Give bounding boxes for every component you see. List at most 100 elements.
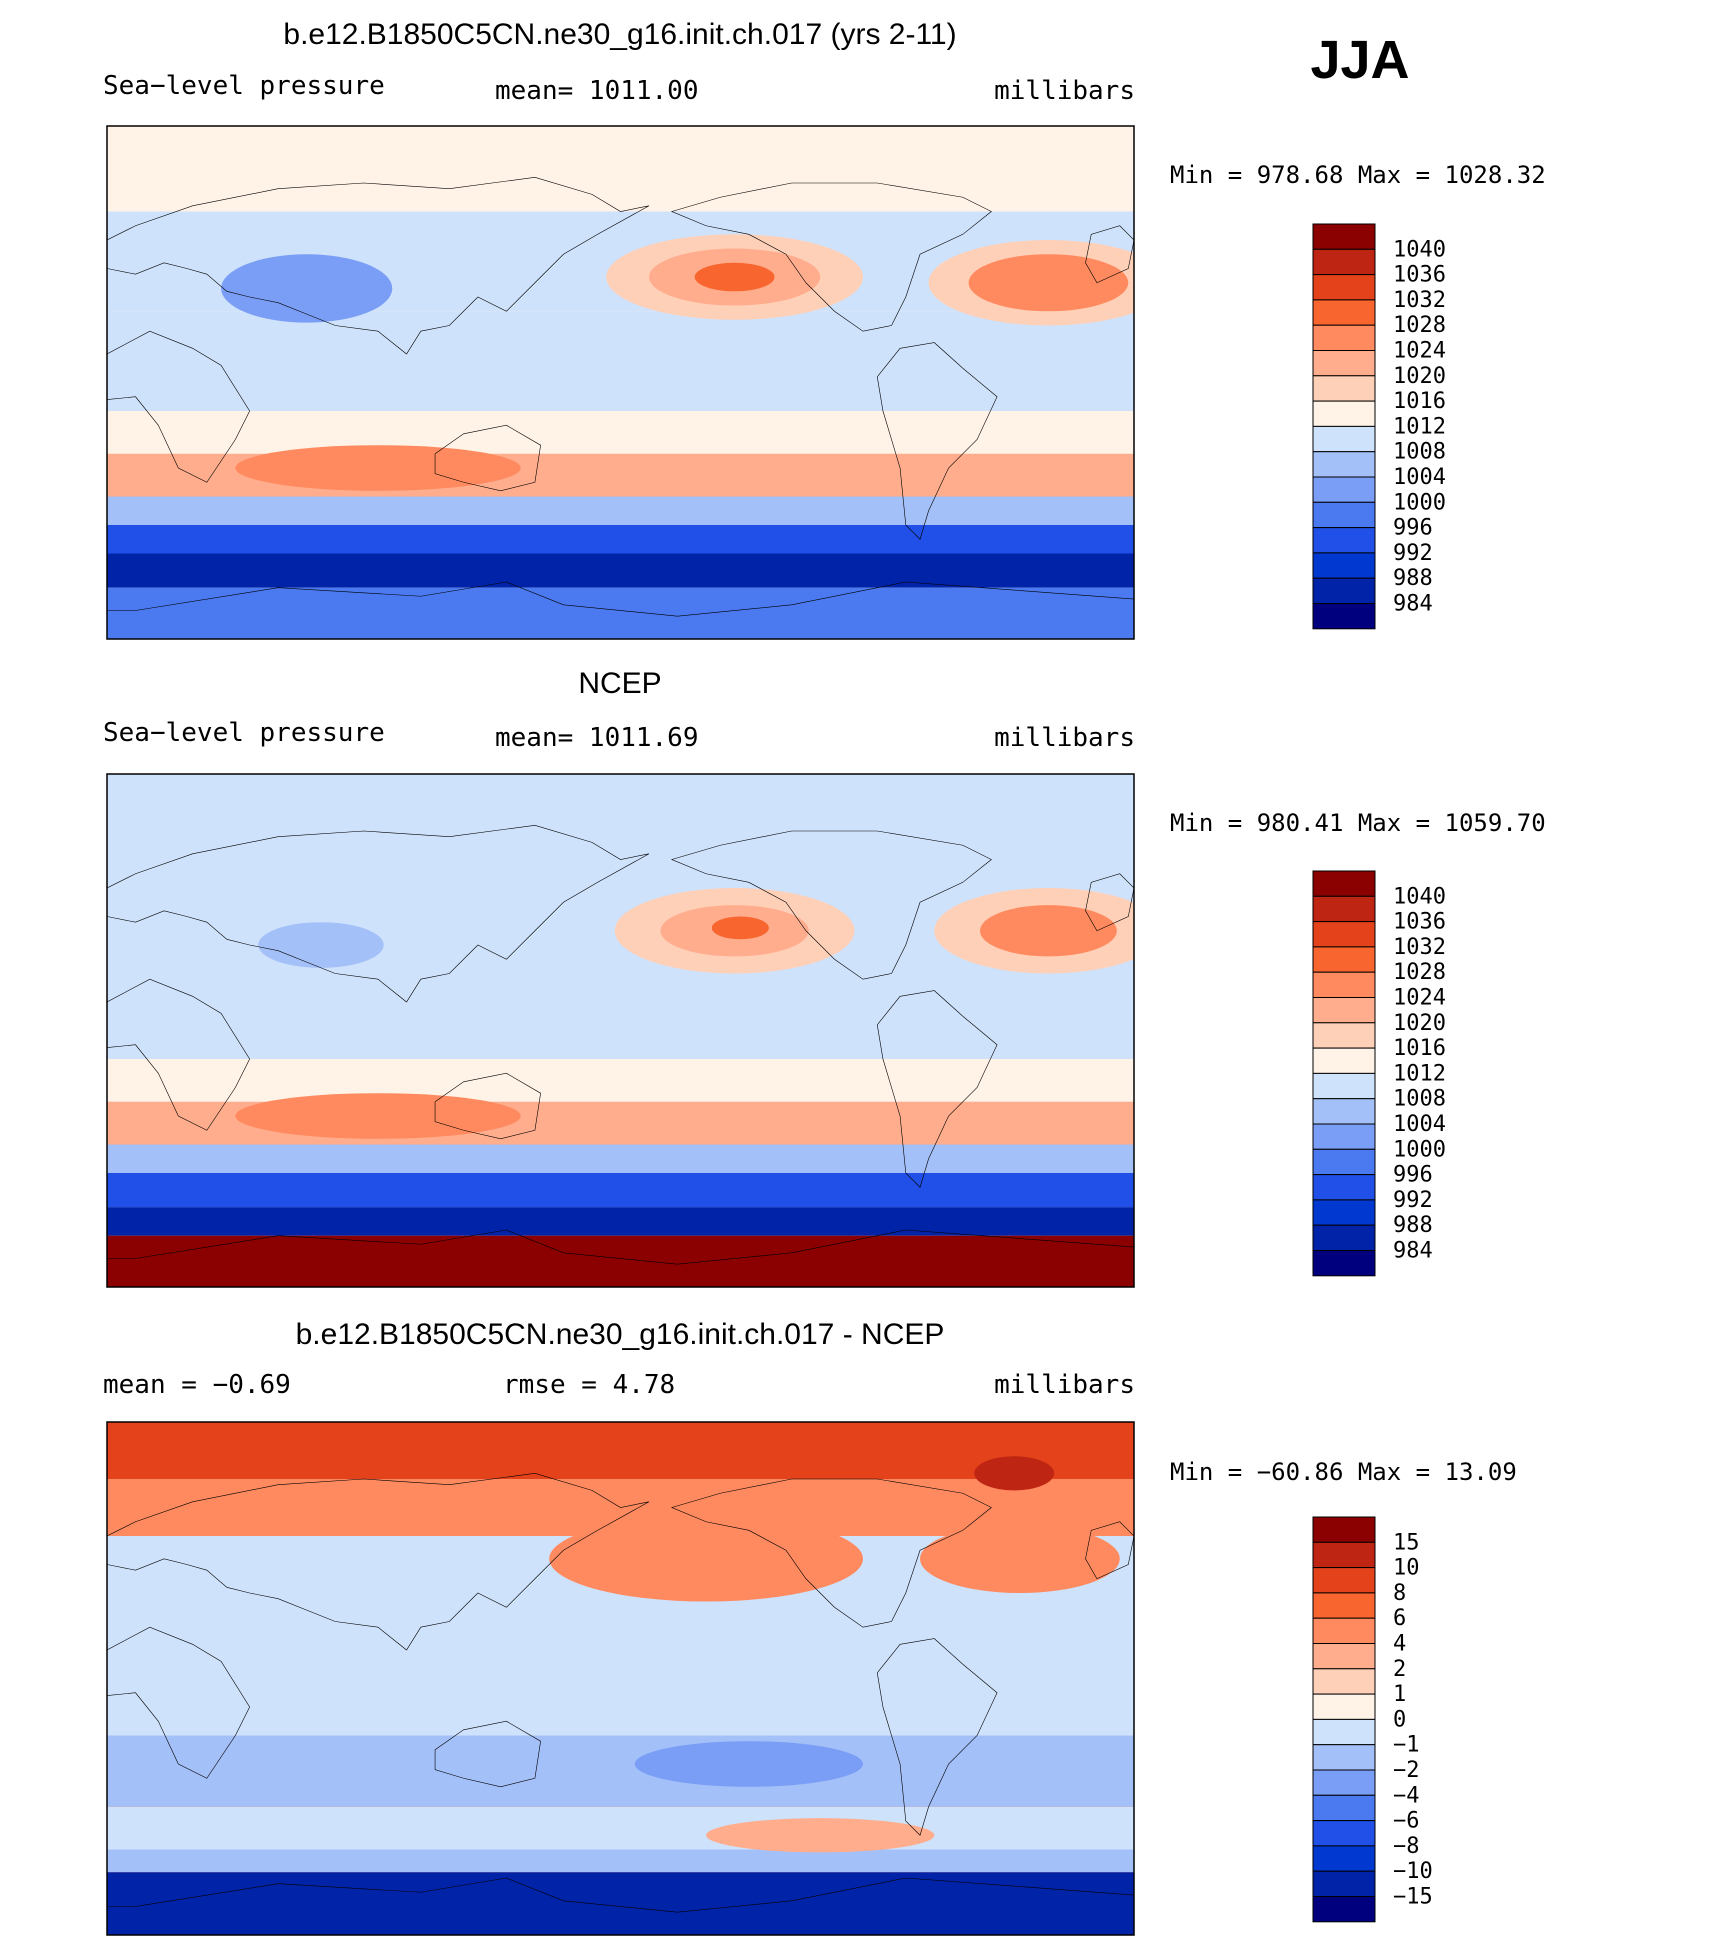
- map-model-frame: [106, 125, 1135, 640]
- colorbar-tick-label: 1004: [1393, 1112, 1446, 1137]
- map-ncep: [107, 774, 1134, 1287]
- colorbar-swatch: [1312, 1174, 1376, 1201]
- coastline: [107, 331, 250, 482]
- panel-diff-mean: mean = −0.69: [103, 1370, 291, 1400]
- panel-diff-units: millibars: [994, 1370, 1135, 1400]
- panel-model: b.e12.B1850C5CN.ne30_g16.init.ch.017 (yr…: [103, 18, 1546, 640]
- season-label: JJA: [1310, 30, 1409, 90]
- pressure-band: [107, 1235, 1134, 1287]
- map-ncep-frame: [106, 773, 1135, 1288]
- coastline: [435, 1073, 541, 1139]
- colorbar-tick-label: 1028: [1393, 313, 1446, 338]
- panel-model-units: millibars: [994, 76, 1135, 106]
- colorbar-swatch: [1312, 577, 1376, 605]
- colorbar-tick-label: 15: [1393, 1530, 1420, 1555]
- colorbar-swatch: [1312, 476, 1376, 503]
- pressure-band: [107, 1144, 1134, 1173]
- colorbar-tick-label: 1008: [1393, 1087, 1446, 1112]
- pressure-band: [107, 774, 1134, 860]
- colorbar-swatch: [1312, 1047, 1376, 1074]
- colorbar-tick-label: 1020: [1393, 364, 1446, 389]
- colorbar-swatch: [1312, 274, 1376, 301]
- pressure-cell: [549, 1516, 863, 1602]
- colorbar-swatch: [1312, 1668, 1376, 1695]
- colorbar-tick-label: 8: [1393, 1581, 1406, 1606]
- panel-diff-rmse: rmse = 4.78: [503, 1370, 675, 1400]
- colorbar-tick-label: 992: [1393, 541, 1433, 566]
- colorbar-tick-label: 2: [1393, 1657, 1406, 1682]
- coastline: [107, 1473, 649, 1650]
- colorbar-tick-label: −1: [1393, 1733, 1420, 1758]
- colorbar-swatch: [1312, 1250, 1376, 1277]
- pressure-band: [107, 411, 1134, 454]
- colorbar-tick-label: 0: [1393, 1707, 1406, 1732]
- pressure-band: [107, 1872, 1134, 1935]
- colorbar-swatch: [1312, 1567, 1376, 1594]
- colorbar-tick-label: −15: [1393, 1885, 1433, 1910]
- colorbar-swatch: [1312, 1224, 1376, 1251]
- pressure-cell: [974, 1456, 1055, 1491]
- panel-diff-minmax: Min = −60.86 Max = 13.09: [1170, 1458, 1517, 1486]
- colorbar-swatch: [1312, 971, 1376, 999]
- pressure-cell: [258, 922, 384, 968]
- pressure-cell: [235, 1093, 521, 1139]
- colorbar-swatch: [1312, 1022, 1376, 1049]
- panel-ncep: NCEP Sea−level pressure mean= 1011.69 mi…: [103, 667, 1546, 1288]
- colorbar-tick-label: 1016: [1393, 1036, 1446, 1061]
- colorbar-swatch: [1312, 1693, 1376, 1720]
- colorbar-swatch: [1312, 921, 1376, 948]
- colorbar-tick-label: 1036: [1393, 263, 1446, 288]
- colorbar-tick-label: 1028: [1393, 960, 1446, 985]
- coastline: [672, 183, 992, 331]
- colorbar-swatch: [1312, 603, 1376, 630]
- pressure-cell: [711, 916, 769, 940]
- colorbar-swatch: [1312, 1870, 1376, 1897]
- colorbar-tick-label: 1012: [1393, 414, 1446, 439]
- coastline: [107, 1627, 250, 1778]
- coastline: [107, 825, 649, 1002]
- panel-ncep-units: millibars: [994, 723, 1135, 753]
- colorbar-swatch: [1312, 248, 1376, 276]
- colorbar-tick-label: 1040: [1393, 884, 1446, 909]
- colorbar-swatch: [1312, 946, 1376, 973]
- pressure-band: [107, 311, 1134, 411]
- colorbar-tick-label: 996: [1393, 516, 1433, 541]
- pressure-cell: [706, 1818, 935, 1853]
- colorbar-tick-label: 1032: [1393, 288, 1446, 313]
- pressure-band: [107, 1422, 1134, 1479]
- coastline: [435, 425, 541, 491]
- panel-ncep-title: NCEP: [578, 667, 661, 700]
- coastline: [672, 1479, 992, 1627]
- pressure-band: [107, 126, 1134, 212]
- pressure-band: [107, 525, 1134, 554]
- coastline: [1086, 1522, 1134, 1579]
- colorbar-tick-label: −6: [1393, 1809, 1420, 1834]
- colorbar-tick-label: 988: [1393, 566, 1433, 591]
- colorbar-swatch: [1312, 1718, 1376, 1746]
- colorbar-swatch: [1312, 400, 1376, 427]
- pressure-band: [107, 1735, 1134, 1807]
- colorbar-swatch: [1312, 1896, 1376, 1923]
- colorbar-tick-label: 1000: [1393, 1137, 1446, 1162]
- coastline: [877, 343, 997, 540]
- pressure-band: [107, 959, 1134, 1059]
- colorbar-swatch: [1312, 1199, 1376, 1226]
- pressure-band: [107, 1849, 1134, 1873]
- colorbar-tick-label: 988: [1393, 1213, 1433, 1238]
- colorbar-tick-label: 1008: [1393, 440, 1446, 465]
- pressure-cell: [694, 262, 775, 292]
- colorbar-tick-label: 1024: [1393, 986, 1446, 1011]
- panel-model-title: b.e12.B1850C5CN.ne30_g16.init.ch.017 (yr…: [283, 18, 956, 51]
- colorbar-tick-label: 984: [1393, 592, 1433, 617]
- coastline: [672, 831, 992, 979]
- colorbar-tick-label: 4: [1393, 1632, 1406, 1657]
- panel-diff-title: b.e12.B1850C5CN.ne30_g16.init.ch.017 - N…: [296, 1318, 945, 1351]
- pressure-band: [107, 553, 1134, 588]
- colorbar-swatch: [1312, 501, 1376, 529]
- colorbar-swatch: [1312, 1617, 1376, 1644]
- colorbar-swatch: [1312, 527, 1376, 554]
- colorbar-tick-label: 1024: [1393, 339, 1446, 364]
- coastline: [107, 979, 250, 1130]
- colorbar-tick-label: 1032: [1393, 935, 1446, 960]
